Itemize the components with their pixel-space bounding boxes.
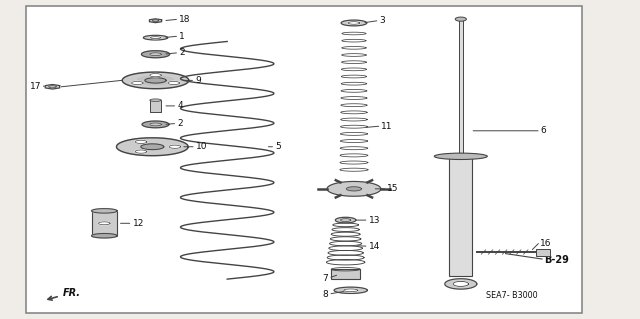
Text: 12: 12	[132, 219, 144, 228]
Polygon shape	[335, 217, 356, 223]
Text: FR.: FR.	[48, 288, 81, 300]
Bar	[449, 155, 472, 276]
Polygon shape	[135, 140, 147, 144]
Polygon shape	[169, 145, 180, 148]
Text: 1: 1	[179, 32, 185, 41]
Text: 7: 7	[323, 274, 328, 283]
Bar	[536, 249, 550, 256]
Bar	[332, 269, 360, 279]
Text: 15: 15	[387, 184, 399, 193]
Text: 6: 6	[541, 126, 547, 135]
Polygon shape	[142, 121, 169, 128]
Text: 9: 9	[195, 76, 201, 85]
Polygon shape	[341, 20, 367, 26]
Bar	[150, 100, 161, 112]
Bar	[92, 211, 117, 236]
Polygon shape	[327, 182, 381, 196]
Polygon shape	[99, 222, 110, 225]
Bar	[458, 19, 463, 155]
Polygon shape	[141, 51, 170, 58]
Text: 5: 5	[275, 142, 281, 151]
Polygon shape	[445, 279, 477, 289]
Polygon shape	[150, 37, 161, 39]
Polygon shape	[141, 144, 164, 150]
Polygon shape	[92, 209, 117, 213]
Polygon shape	[150, 74, 161, 77]
Polygon shape	[346, 187, 362, 191]
Polygon shape	[92, 234, 117, 238]
Text: 11: 11	[381, 122, 393, 130]
Ellipse shape	[455, 17, 467, 21]
Ellipse shape	[435, 153, 487, 160]
Polygon shape	[45, 85, 60, 89]
Text: SEA7- B3000: SEA7- B3000	[486, 291, 538, 300]
Text: 2: 2	[177, 119, 183, 128]
Text: 17: 17	[30, 82, 42, 91]
Polygon shape	[137, 76, 174, 85]
Text: 10: 10	[196, 142, 207, 151]
Polygon shape	[135, 150, 147, 153]
Bar	[26, 6, 582, 313]
Text: 14: 14	[369, 242, 380, 251]
Polygon shape	[150, 123, 161, 126]
Ellipse shape	[150, 99, 161, 101]
Polygon shape	[145, 78, 166, 83]
Polygon shape	[168, 81, 179, 85]
Polygon shape	[116, 138, 188, 156]
Text: 4: 4	[177, 101, 183, 110]
Polygon shape	[334, 287, 367, 293]
Polygon shape	[122, 72, 189, 89]
Polygon shape	[344, 289, 358, 292]
Polygon shape	[143, 35, 168, 40]
Text: 16: 16	[540, 239, 551, 248]
Polygon shape	[348, 22, 360, 24]
Polygon shape	[453, 281, 468, 286]
Text: 3: 3	[380, 16, 385, 25]
Polygon shape	[149, 19, 162, 23]
Text: 13: 13	[369, 216, 380, 225]
Text: 18: 18	[179, 15, 191, 24]
Text: 2: 2	[179, 48, 185, 57]
Polygon shape	[150, 53, 161, 56]
Polygon shape	[132, 81, 143, 85]
Text: 8: 8	[323, 290, 328, 299]
Text: B-29: B-29	[544, 255, 569, 265]
